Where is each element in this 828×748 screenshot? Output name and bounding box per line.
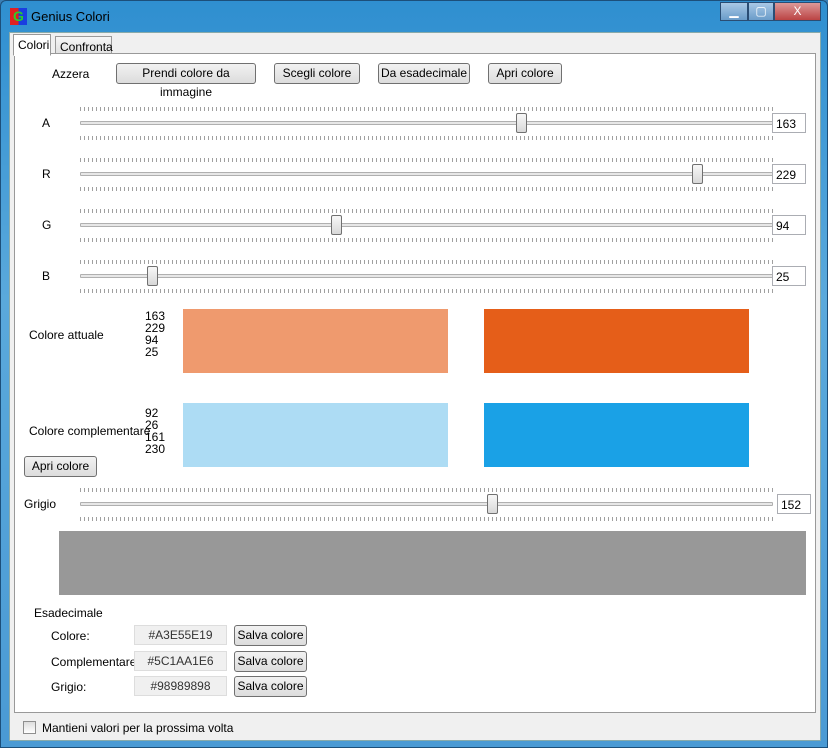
complementary-color-label: Colore complementare <box>29 424 151 438</box>
slider-track-g[interactable] <box>80 223 773 227</box>
current-r: 229 <box>145 321 166 335</box>
current-values: 163 229 94 25 <box>145 310 165 358</box>
hex-complementary-label: Complementare: <box>51 655 140 669</box>
slider-ticks-bottom <box>80 238 773 242</box>
slider-track-a[interactable] <box>80 121 773 125</box>
hex-gray-value[interactable]: #98989898 <box>134 676 227 696</box>
app-logo-icon <box>10 8 27 25</box>
gray-ticks-top <box>80 488 773 492</box>
gray-ticks-bottom <box>80 517 773 521</box>
complementary-solid-swatch <box>484 403 749 467</box>
slider-value-g[interactable]: 94 <box>772 215 806 235</box>
slider-label-g: G <box>42 218 52 232</box>
current-color-alpha-swatch <box>183 309 448 373</box>
slider-thumb-g[interactable] <box>331 215 343 235</box>
window-title: Genius Colori <box>31 9 110 24</box>
slider-ticks-top <box>80 107 773 111</box>
slider-thumb-a[interactable] <box>515 113 527 133</box>
slider-track-r[interactable] <box>80 172 773 176</box>
slider-thumb-r[interactable] <box>692 164 704 184</box>
current-color-solid-swatch <box>484 309 749 373</box>
complementary-alpha-swatch <box>183 403 448 467</box>
tab-colori[interactable]: Colori <box>13 34 51 56</box>
gray-label: Grigio <box>24 497 57 511</box>
tab-confronta[interactable]: Confronta <box>55 36 113 56</box>
open-color-button[interactable]: Apri colore <box>488 63 562 84</box>
complementary-values: 92 26 161 230 <box>145 407 165 455</box>
slider-label-a: A <box>42 116 51 130</box>
current-color-label: Colore attuale <box>29 328 104 342</box>
comp-r: 26 <box>145 418 159 432</box>
gray-swatch <box>59 531 806 595</box>
comp-a: 92 <box>145 406 159 420</box>
current-a: 163 <box>145 309 166 323</box>
save-color-button[interactable]: Salva colore <box>234 625 307 646</box>
slider-ticks-bottom <box>80 289 773 293</box>
from-hex-button[interactable]: Da esadecimale <box>378 63 470 84</box>
client-area: Colori Confronta Azzera Prendi colore da… <box>9 32 821 741</box>
choose-color-button[interactable]: Scegli colore <box>274 63 360 84</box>
save-complementary-button[interactable]: Salva colore <box>234 651 307 672</box>
gray-slider-track[interactable] <box>80 502 773 506</box>
slider-track-b[interactable] <box>80 274 773 278</box>
maximize-button[interactable]: ▢ <box>748 2 774 21</box>
comp-g: 161 <box>145 430 166 444</box>
slider-value-a[interactable]: 163 <box>772 113 806 133</box>
keep-values-label: Mantieni valori per la prossima volta <box>42 721 234 735</box>
comp-b: 230 <box>145 442 166 456</box>
tab-panel-colori: Azzera Prendi colore da immagine Scegli … <box>14 53 816 713</box>
hex-title: Esadecimale <box>34 606 103 620</box>
hex-complementary-value[interactable]: #5C1AA1E6 <box>134 651 227 671</box>
pick-from-image-button[interactable]: Prendi colore da immagine <box>116 63 256 99</box>
gray-slider-thumb[interactable] <box>486 494 498 514</box>
slider-value-b[interactable]: 25 <box>772 266 806 286</box>
slider-thumb-b[interactable] <box>146 266 158 286</box>
open-complementary-button[interactable]: Apri colore <box>24 456 97 477</box>
slider-ticks-top <box>80 260 773 264</box>
slider-ticks-top <box>80 158 773 162</box>
minimize-button[interactable]: ▁ <box>720 2 748 21</box>
close-button[interactable]: X <box>774 2 821 21</box>
keep-values-checkbox[interactable] <box>23 721 36 734</box>
hex-color-label: Colore: <box>51 629 90 643</box>
reset-link[interactable]: Azzera <box>52 67 90 81</box>
slider-ticks-top <box>80 209 773 213</box>
current-g: 94 <box>145 333 159 347</box>
slider-label-b: B <box>42 269 51 283</box>
slider-label-r: R <box>42 167 51 181</box>
save-gray-button[interactable]: Salva colore <box>234 676 307 697</box>
slider-ticks-bottom <box>80 187 773 191</box>
hex-color-value[interactable]: #A3E55E19 <box>134 625 227 645</box>
slider-ticks-bottom <box>80 136 773 140</box>
hex-gray-label: Grigio: <box>51 680 87 694</box>
current-b: 25 <box>145 345 159 359</box>
gray-value-input[interactable]: 152 <box>777 494 811 514</box>
slider-value-r[interactable]: 229 <box>772 164 806 184</box>
